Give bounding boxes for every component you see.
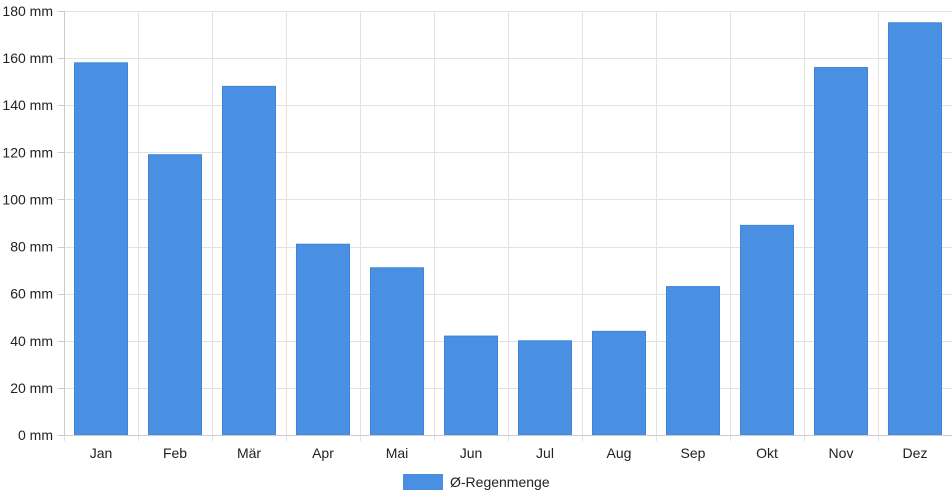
x-tick-label: Aug [607, 445, 632, 461]
x-tick-label: Jan [90, 445, 113, 461]
y-tick-label: 140 mm [2, 97, 53, 113]
y-tick-label: 20 mm [10, 380, 53, 396]
x-tick-label: Okt [756, 445, 778, 461]
x-tick-label: Dez [903, 445, 928, 461]
bar [444, 335, 498, 436]
axes [58, 11, 952, 436]
legend-swatch[interactable] [403, 474, 443, 490]
bar [222, 85, 276, 436]
legend-label[interactable]: Ø-Regenmenge [450, 474, 550, 490]
bar [740, 224, 794, 436]
y-tick-label: 180 mm [2, 3, 53, 19]
x-tick-label: Mai [386, 445, 409, 461]
y-tick-label: 80 mm [10, 239, 53, 255]
y-tick-label: 160 mm [2, 50, 53, 66]
x-tick-label: Mär [237, 445, 261, 461]
x-tick-label: Feb [163, 445, 187, 461]
bar [74, 62, 128, 436]
y-tick-label: 100 mm [2, 191, 53, 207]
y-tick-label: 40 mm [10, 333, 53, 349]
bar [148, 154, 202, 436]
bar [592, 330, 646, 436]
x-tick-label: Apr [312, 445, 334, 461]
bar [518, 340, 572, 436]
bar [370, 267, 424, 436]
bar [666, 286, 720, 436]
x-tick-label: Sep [681, 445, 706, 461]
x-tick-label: Jun [460, 445, 483, 461]
bar [888, 22, 942, 436]
y-tick-label: 60 mm [10, 286, 53, 302]
y-tick-label: 120 mm [2, 144, 53, 160]
y-tick-labels: 0 mm 20 mm 40 mm 60 mm 80 mm 100 mm 120 mm 140 … [2, 3, 53, 443]
bars [74, 22, 942, 436]
x-tick-label: Jul [536, 445, 554, 461]
bar [296, 243, 350, 436]
legend[interactable]: Ø-Regenmenge [403, 474, 550, 490]
y-tick-label: 0 mm [18, 427, 53, 443]
x-tick-label: Nov [829, 445, 854, 461]
x-tick-labels: Jan Feb Mär Apr Mai Jun Jul Aug Sep Okt Nov Dez [90, 445, 928, 461]
bar [814, 67, 868, 436]
